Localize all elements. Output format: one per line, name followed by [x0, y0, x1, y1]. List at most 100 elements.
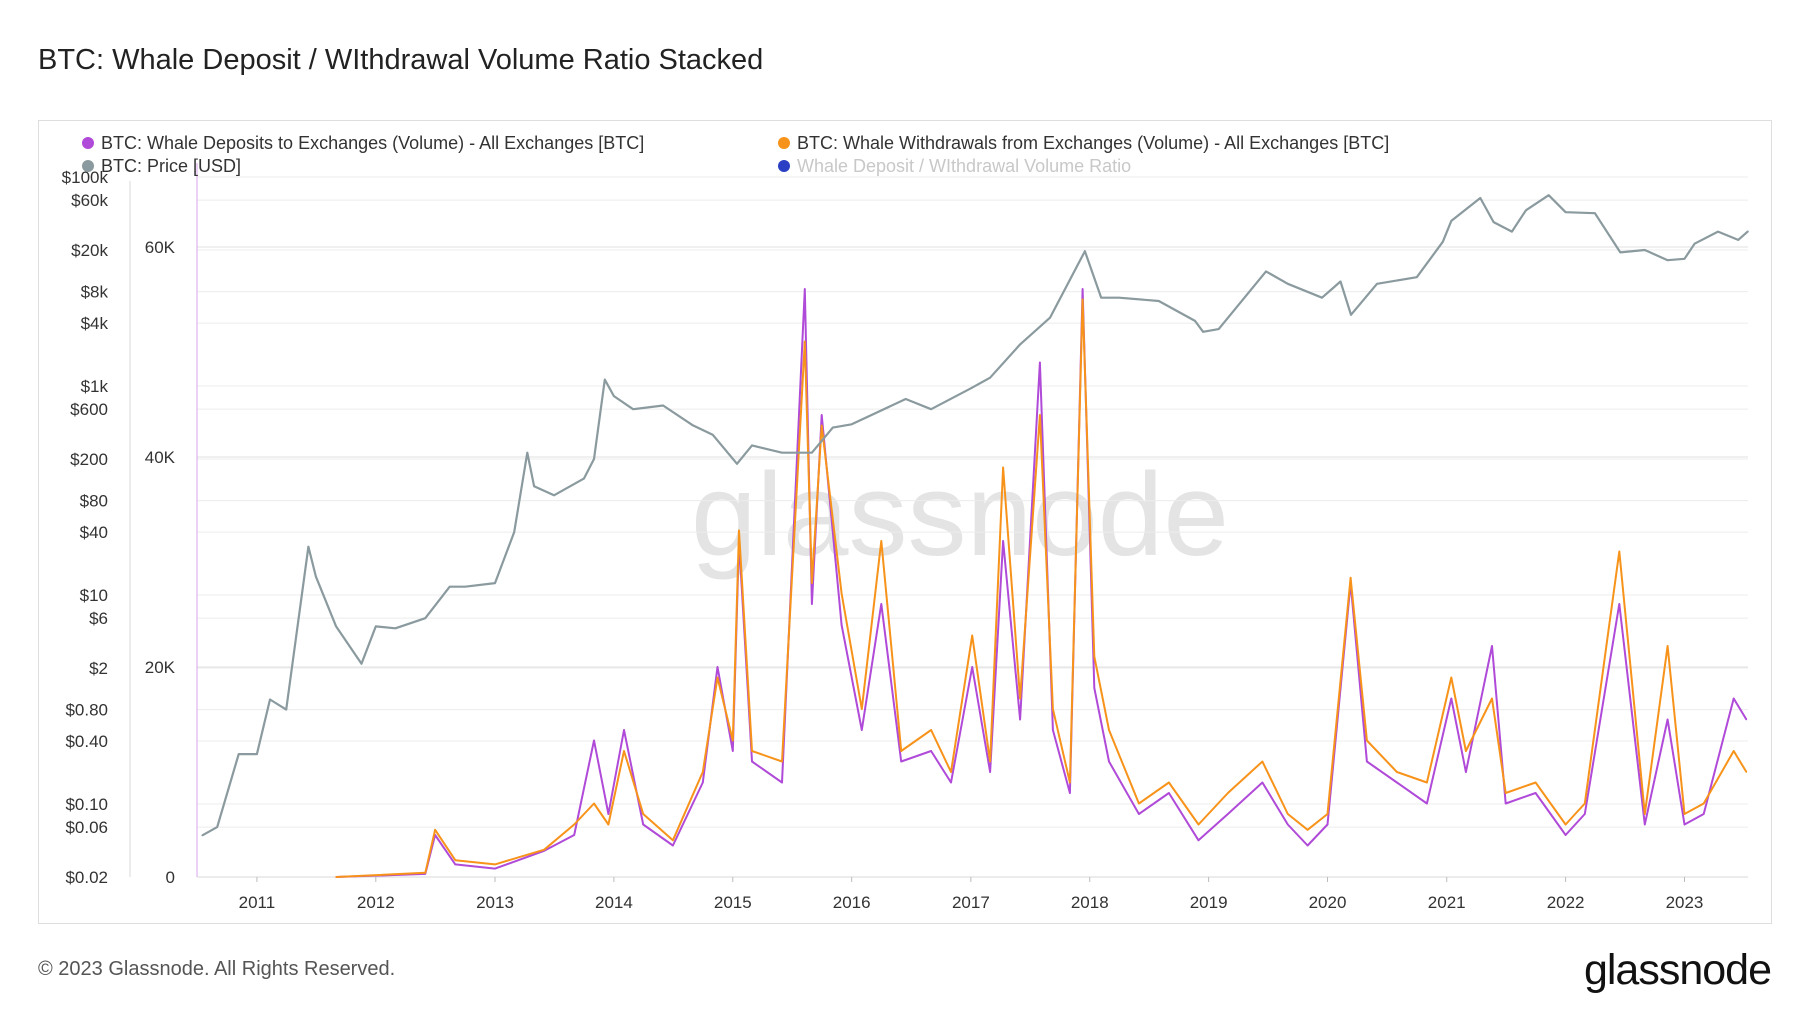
price-tick-label: $40 [80, 523, 108, 542]
data-point [1564, 211, 1567, 214]
data-point [1265, 270, 1267, 273]
data-point [1019, 697, 1021, 700]
data-point [642, 813, 645, 815]
volume-tick-label: 20K [145, 658, 176, 677]
x-tick-label: 2011 [239, 893, 276, 912]
data-point [1286, 813, 1289, 815]
data-point [269, 698, 271, 701]
data-point [434, 828, 436, 831]
data-point [1002, 540, 1004, 542]
data-point [1349, 576, 1352, 579]
data-point [216, 826, 218, 828]
data-point [1306, 828, 1309, 831]
data-point [1052, 708, 1054, 710]
x-tick-label: 2013 [476, 893, 514, 912]
legend-marker-2 [82, 160, 94, 172]
price-tick-label: $20k [71, 241, 108, 260]
legend[interactable]: BTC: Whale Deposits to Exchanges (Volume… [82, 133, 1389, 176]
data-point [1702, 802, 1705, 805]
price-tick-label: $0.02 [65, 868, 108, 887]
data-point [1732, 697, 1735, 700]
data-point [1093, 687, 1096, 689]
data-point [1465, 771, 1467, 773]
data-point [1100, 296, 1102, 299]
data-point [1069, 792, 1071, 794]
data-point [307, 545, 310, 548]
data-point [751, 760, 753, 763]
data-point [593, 802, 595, 805]
data-point [1564, 834, 1567, 836]
data-point [1511, 230, 1513, 233]
legend-label-2: BTC: Price [USD] [101, 156, 241, 176]
price-tick-label: $200 [70, 450, 108, 469]
data-point [1747, 230, 1749, 233]
data-point [1069, 781, 1071, 784]
data-point [593, 458, 595, 460]
chart-frame [38, 120, 1772, 924]
data-point [1138, 802, 1140, 805]
data-point [900, 760, 902, 763]
volume-tick-label: 0 [166, 868, 175, 887]
data-point [1442, 240, 1444, 243]
data-point [712, 434, 714, 436]
data-point [1376, 283, 1378, 285]
data-point [1683, 257, 1686, 260]
data-point [1019, 718, 1021, 721]
data-point [1202, 331, 1204, 333]
data-point [335, 625, 337, 628]
data-point [1396, 781, 1398, 784]
data-point [613, 395, 615, 397]
data-point [543, 848, 545, 851]
data-point [731, 739, 734, 742]
data-point [989, 376, 991, 379]
data-point [1039, 361, 1041, 364]
data-point [1717, 230, 1719, 233]
data-point [1261, 760, 1264, 763]
price-tick-label: $6 [89, 609, 108, 628]
data-point [731, 750, 734, 752]
data-point [1366, 760, 1368, 763]
data-point [573, 823, 575, 826]
data-point [1108, 760, 1110, 763]
data-point [1286, 283, 1289, 285]
data-point [1168, 792, 1170, 794]
data-point [1052, 729, 1054, 731]
x-tick-label: 2012 [357, 893, 395, 912]
data-point [1326, 823, 1329, 826]
data-point [781, 760, 783, 763]
data-point [1049, 316, 1051, 319]
price-tick-label: $60k [71, 191, 108, 210]
data-point [970, 387, 972, 390]
legend-marker-1 [778, 137, 790, 149]
data-point [533, 485, 535, 487]
data-point [1426, 781, 1428, 784]
data-point [1415, 276, 1418, 278]
volume-tick-label: 60K [145, 238, 176, 257]
data-point [1093, 655, 1096, 658]
data-point [738, 529, 740, 532]
data-point [1306, 844, 1309, 847]
data-point [900, 750, 902, 752]
data-point [424, 872, 427, 874]
data-point [593, 739, 595, 742]
data-point [526, 451, 529, 454]
data-point [448, 585, 451, 588]
data-point [1643, 823, 1646, 826]
data-point [1227, 813, 1229, 815]
x-tick-label: 2023 [1666, 893, 1704, 912]
data-point [1683, 823, 1686, 826]
data-point [930, 750, 932, 752]
data-point [1619, 251, 1622, 254]
data-point [971, 634, 973, 637]
data-point [237, 753, 240, 755]
data-point [464, 585, 466, 588]
x-tick-label: 2016 [833, 893, 871, 912]
data-point [583, 477, 585, 480]
data-point [1168, 781, 1170, 784]
price-tick-label: $1k [81, 377, 109, 396]
data-point [803, 340, 806, 343]
data-point [1366, 739, 1368, 742]
data-point [811, 603, 813, 605]
price-tick-label: $0.80 [65, 701, 108, 720]
